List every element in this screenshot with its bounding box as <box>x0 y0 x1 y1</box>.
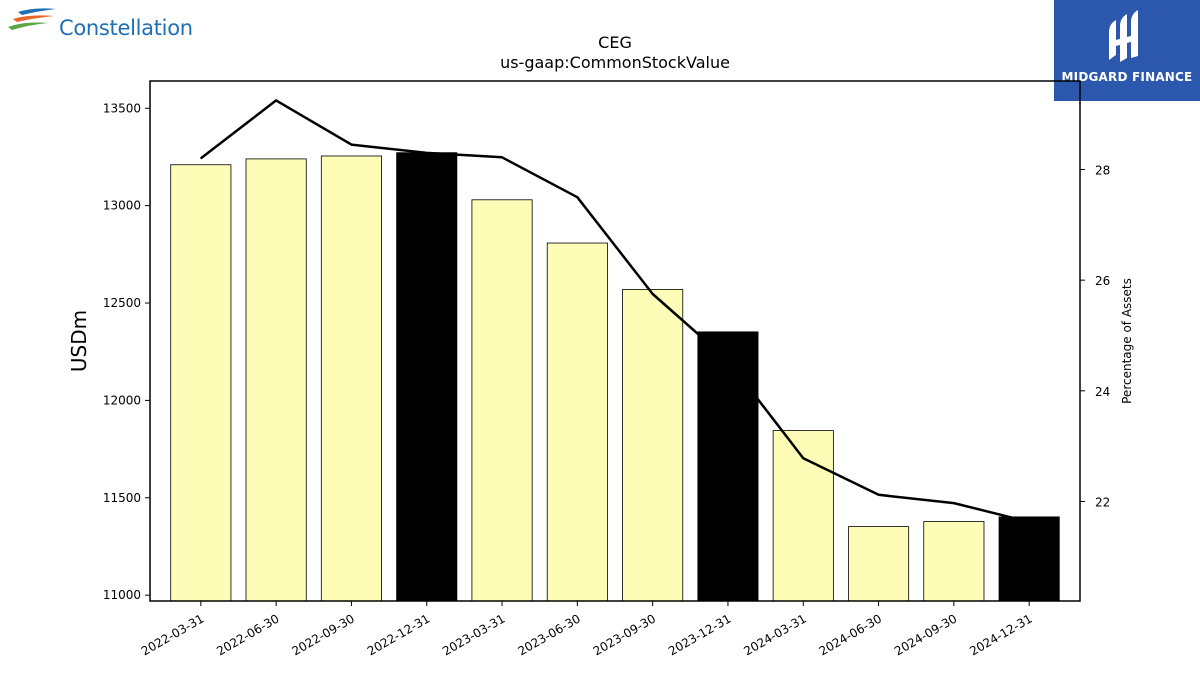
chart-title: CEG <box>598 33 632 52</box>
constellation-swoosh-icon <box>8 8 56 30</box>
chart-subtitle: us-gaap:CommonStockValue <box>500 53 730 72</box>
x-tick-label: 2023-06-30 <box>515 611 582 658</box>
line-point-2022-09-30 <box>350 144 352 146</box>
y-tick-label: 11000 <box>103 588 141 602</box>
y-tick-label: 12500 <box>103 296 141 310</box>
x-tick-label: 2022-03-31 <box>139 611 206 658</box>
y-axis-left: 11000 11500 12000 12500 13000 13500 <box>103 101 150 602</box>
y-axis-right: 22 24 26 28 <box>1080 164 1110 509</box>
bar-2023-09-30 <box>622 288 684 602</box>
line-point-2024-09-30 <box>953 502 955 504</box>
x-tick-label: 2024-09-30 <box>892 611 959 658</box>
line-point-2024-12-31 <box>1028 521 1030 523</box>
x-tick-label: 2023-09-30 <box>591 611 658 658</box>
midgard-wordmark: MIDGARD FINANCE <box>1061 70 1193 84</box>
line-point-2024-06-30 <box>878 494 880 496</box>
line-point-2023-03-31 <box>501 156 503 158</box>
line-point-2022-12-31 <box>426 152 428 154</box>
bar-group <box>170 152 1060 602</box>
y2-tick-label: 22 <box>1095 495 1110 509</box>
plot-frame <box>149 80 1081 602</box>
line-group <box>200 99 1030 524</box>
constellation-logo: Constellation <box>4 4 214 44</box>
bar-2022-09-30 <box>320 155 382 602</box>
x-tick-label: 2024-06-30 <box>817 611 884 658</box>
bar-2024-06-30 <box>848 526 910 602</box>
y-tick-label: 13500 <box>103 101 141 115</box>
y2-tick-label: 24 <box>1095 385 1110 399</box>
y-tick-label: 13000 <box>103 199 141 213</box>
y2-tick-label: 28 <box>1095 164 1110 178</box>
bar-2023-12-31 <box>697 331 759 602</box>
bar-2023-03-31 <box>471 199 533 602</box>
line-point-2022-06-30 <box>275 99 277 101</box>
line-point-2023-09-30 <box>652 293 654 295</box>
x-tick-label: 2022-12-31 <box>365 611 432 658</box>
x-tick-label: 2024-12-31 <box>967 611 1034 658</box>
x-axis: 2022-03-31 2022-06-30 2022-09-30 2022-12-31… <box>139 601 1035 658</box>
y-tick-label: 12000 <box>103 393 141 407</box>
bar-2023-06-30 <box>546 242 608 602</box>
line-point-2022-03-31 <box>200 157 202 159</box>
midgard-finance-logo: MIDGARD FINANCE <box>1054 0 1200 101</box>
y-tick-label: 11500 <box>103 491 141 505</box>
x-tick-label: 2023-03-31 <box>440 611 507 658</box>
x-tick-label: 2022-09-30 <box>290 611 357 658</box>
midgard-emblem-icon <box>1109 10 1138 62</box>
bar-2024-09-30 <box>923 521 985 602</box>
bar-2024-03-31 <box>772 430 834 602</box>
bar-2022-12-31 <box>396 152 458 602</box>
x-tick-label: 2022-06-30 <box>214 611 281 658</box>
line-point-2023-06-30 <box>576 196 578 198</box>
y-axis-label: USDm <box>67 310 91 372</box>
y2-axis-label: Percentage of Assets <box>1120 278 1134 404</box>
constellation-wordmark: Constellation <box>59 16 193 40</box>
line-point-2024-03-31 <box>802 457 804 459</box>
line-point-2023-12-31 <box>727 359 729 361</box>
bar-2022-06-30 <box>245 158 307 602</box>
y2-tick-label: 26 <box>1095 274 1110 288</box>
bar-2022-03-31 <box>170 164 232 602</box>
x-tick-label: 2023-12-31 <box>666 611 733 658</box>
x-tick-label: 2024-03-31 <box>741 611 808 658</box>
bar-2024-12-31 <box>998 516 1060 602</box>
percentage-of-assets-line <box>200 99 1030 524</box>
